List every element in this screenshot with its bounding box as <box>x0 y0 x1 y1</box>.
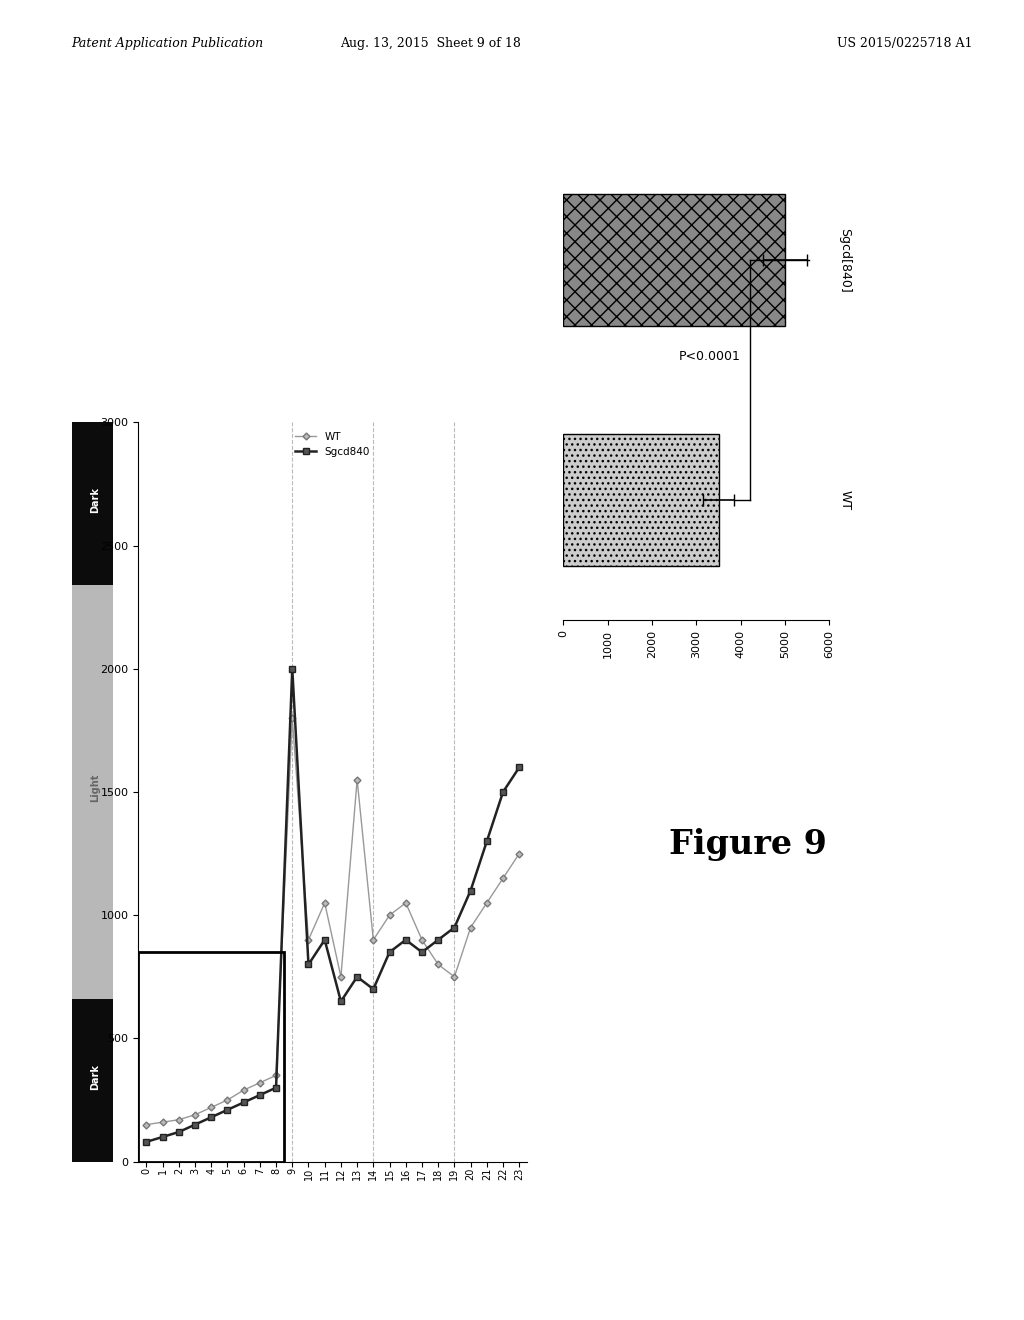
Sgcd840 <box>318 932 331 948</box>
Sgcd840 <box>205 1109 217 1125</box>
Sgcd840 <box>399 932 412 948</box>
Sgcd840 <box>254 1088 266 1104</box>
Sgcd840 <box>513 759 525 775</box>
WT <box>140 1117 153 1133</box>
WT <box>270 1068 283 1084</box>
Text: P<0.0001: P<0.0001 <box>679 350 740 363</box>
Sgcd840 <box>449 920 461 936</box>
Sgcd840 <box>383 944 395 960</box>
WT <box>173 1111 185 1127</box>
Sgcd840 <box>286 661 298 677</box>
WT <box>238 1082 250 1098</box>
Sgcd840 <box>140 1134 153 1150</box>
Text: Light: Light <box>90 774 99 803</box>
Sgcd840 <box>188 1117 201 1133</box>
Sgcd840 <box>416 944 428 960</box>
Sgcd840 <box>351 969 364 985</box>
Sgcd840 <box>302 957 314 973</box>
WT <box>188 1107 201 1123</box>
Text: Figure 9: Figure 9 <box>669 829 826 862</box>
Sgcd840 <box>465 883 477 899</box>
Sgcd840 <box>221 1102 233 1118</box>
WT <box>351 772 364 788</box>
WT <box>432 957 444 973</box>
WT <box>416 932 428 948</box>
WT <box>221 1092 233 1107</box>
WT <box>449 969 461 985</box>
WT <box>157 1114 169 1130</box>
Sgcd840 <box>432 932 444 948</box>
Legend: WT, Sgcd840: WT, Sgcd840 <box>291 428 374 461</box>
WT <box>465 920 477 936</box>
Line: Sgcd840: Sgcd840 <box>143 665 522 1146</box>
WT <box>318 895 331 911</box>
Sgcd840 <box>497 784 509 800</box>
WT <box>480 895 493 911</box>
Text: Dark: Dark <box>90 487 99 513</box>
Sgcd840 <box>270 1080 283 1096</box>
Sgcd840 <box>480 833 493 849</box>
WT <box>497 870 509 886</box>
Text: Sgcd[840]: Sgcd[840] <box>839 228 851 293</box>
Text: Dark: Dark <box>90 1064 99 1089</box>
WT <box>399 895 412 911</box>
WT <box>286 710 298 726</box>
Sgcd840 <box>173 1125 185 1140</box>
WT <box>368 932 380 948</box>
Bar <box>563 194 785 326</box>
Text: US 2015/0225718 A1: US 2015/0225718 A1 <box>838 37 973 50</box>
WT <box>254 1074 266 1090</box>
Bar <box>138 952 284 1162</box>
Text: Patent Application Publication: Patent Application Publication <box>72 37 264 50</box>
Text: Aug. 13, 2015  Sheet 9 of 18: Aug. 13, 2015 Sheet 9 of 18 <box>340 37 520 50</box>
WT <box>383 907 395 923</box>
WT <box>205 1100 217 1115</box>
WT <box>335 969 347 985</box>
Sgcd840 <box>335 994 347 1010</box>
Bar <box>563 434 719 566</box>
Text: WT: WT <box>839 490 851 511</box>
Sgcd840 <box>157 1129 169 1144</box>
Sgcd840 <box>368 981 380 997</box>
WT <box>513 846 525 862</box>
Sgcd840 <box>238 1094 250 1110</box>
WT <box>302 932 314 948</box>
Line: WT: WT <box>144 715 521 1127</box>
